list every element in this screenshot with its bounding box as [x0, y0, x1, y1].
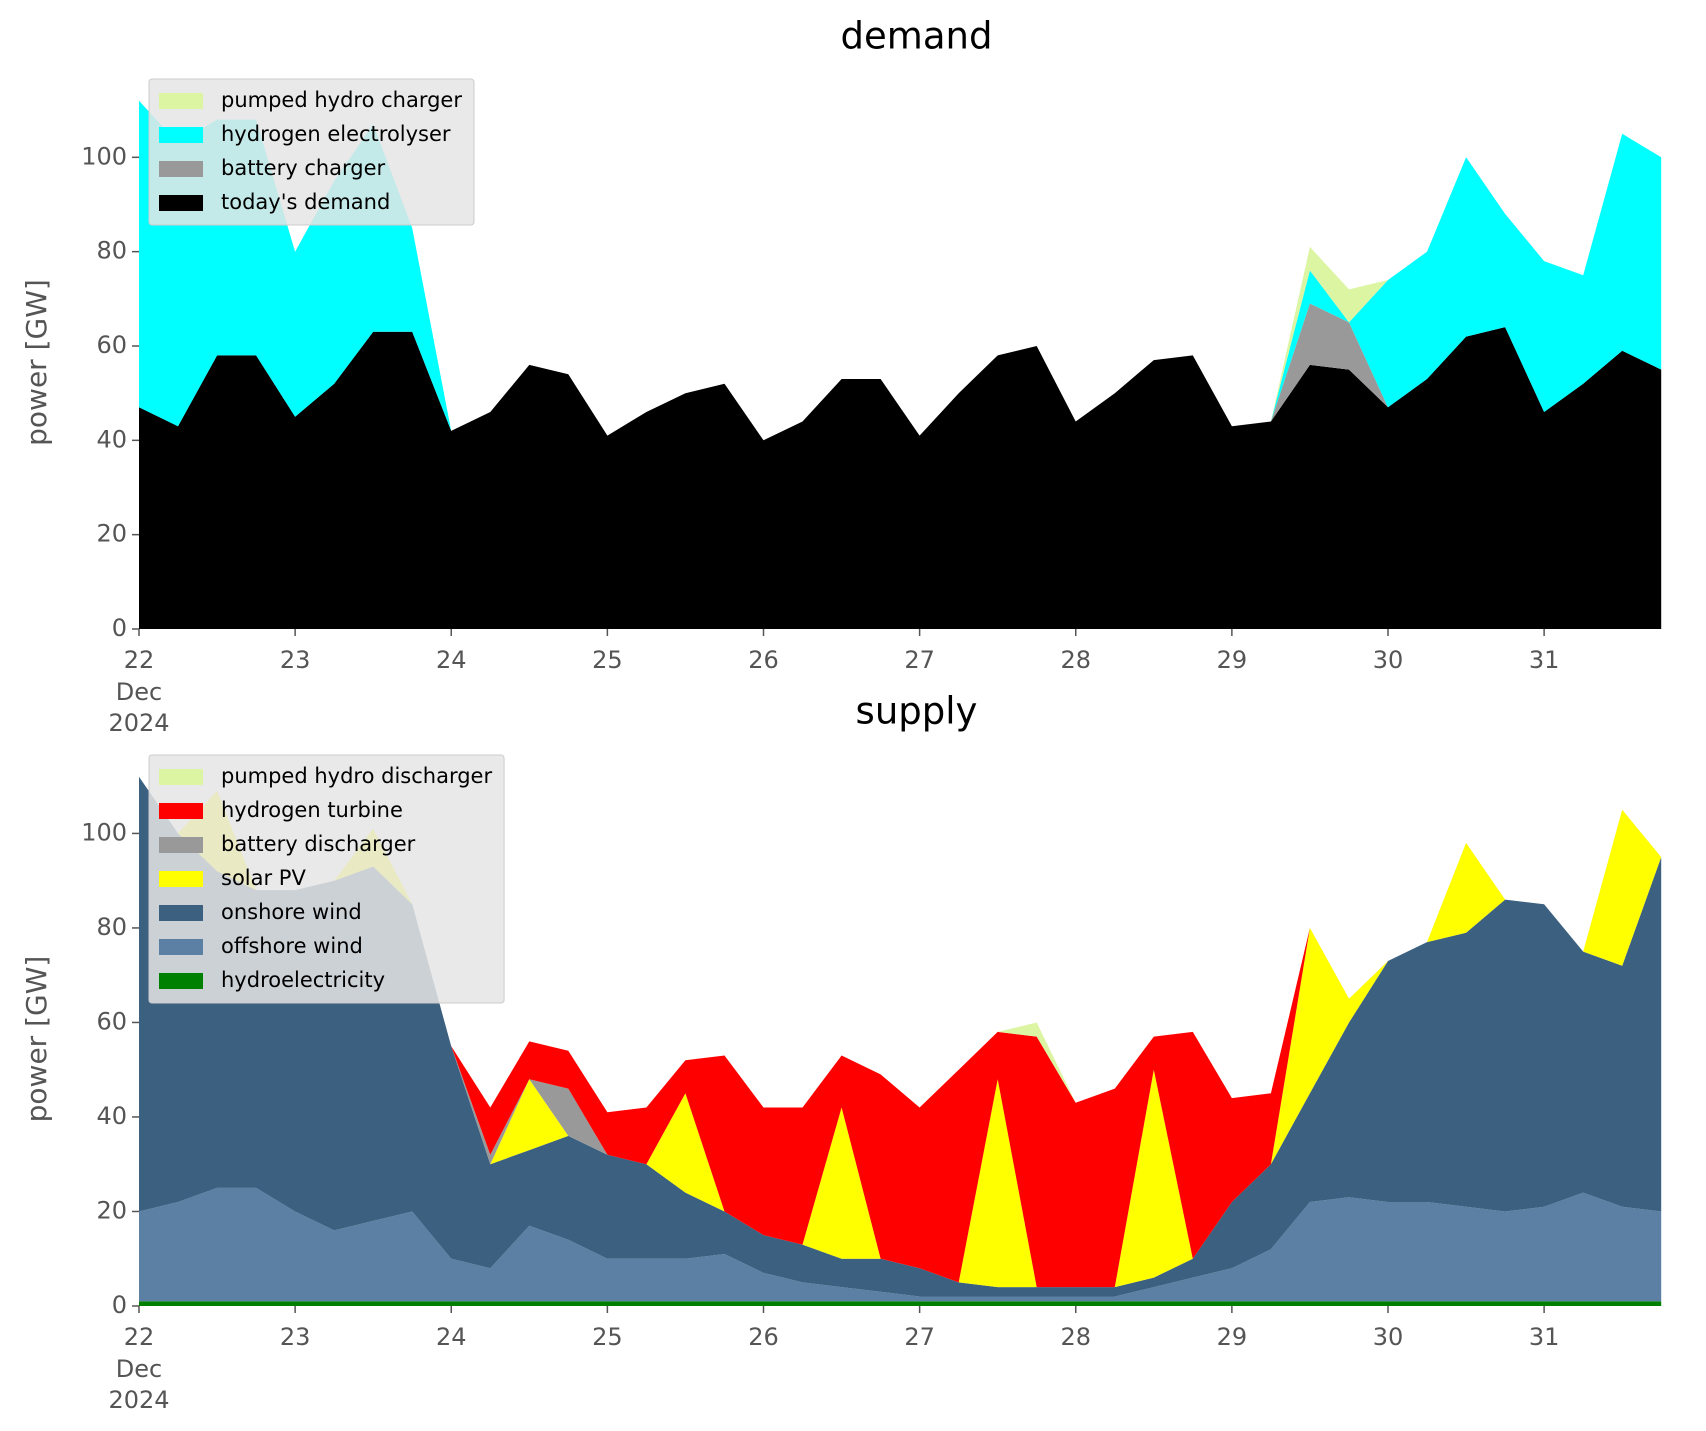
- legend: pumped hydro charger hydrogen electrolyse…: [148, 78, 475, 226]
- y-tick-label: 60: [96, 1007, 127, 1035]
- x-tick-label: 31: [1529, 1323, 1560, 1351]
- x-sublabel: 2024: [108, 709, 169, 737]
- y-tick-label: 80: [96, 237, 127, 265]
- x-tick-label: 30: [1373, 1323, 1404, 1351]
- area: [139, 1301, 1662, 1306]
- x-tick-label: 30: [1373, 646, 1404, 674]
- legend-swatch: [159, 871, 203, 887]
- y-tick-label: 40: [96, 1102, 127, 1130]
- x-tick-label: 24: [436, 646, 467, 674]
- y-tick-label: 100: [81, 818, 127, 846]
- y-tick-label: 0: [112, 1291, 127, 1319]
- x-tick-label: 27: [904, 1323, 935, 1351]
- x-tick-label: 26: [748, 1323, 779, 1351]
- chart-title: supply: [856, 690, 978, 733]
- y-axis-label: power [GW]: [20, 956, 53, 1123]
- legend-label: onshore wind: [221, 900, 362, 924]
- chart-title: demand: [841, 15, 993, 58]
- legend-box: [148, 754, 505, 1004]
- x-tick-label: 23: [280, 1323, 311, 1351]
- legend-label: pumped hydro discharger: [221, 764, 492, 788]
- y-tick-label: 80: [96, 913, 127, 941]
- x-tick-label: 22: [124, 1323, 155, 1351]
- legend-swatch: [159, 769, 203, 785]
- legend-label: today's demand: [221, 190, 390, 214]
- legend-swatch: [159, 127, 203, 143]
- legend-swatch: [159, 195, 203, 211]
- legend-swatch: [159, 905, 203, 921]
- area: [139, 327, 1662, 629]
- legend-label: battery charger: [221, 156, 386, 180]
- legend: pumped hydro discharger hydrogen turbine b…: [148, 754, 505, 1004]
- x-tick-label: 23: [280, 646, 311, 674]
- x-tick-label: 28: [1060, 1323, 1091, 1351]
- legend-swatch: [159, 837, 203, 853]
- legend-label: hydrogen electrolyser: [221, 122, 451, 146]
- legend-swatch: [159, 973, 203, 989]
- x-tick-label: 25: [592, 646, 623, 674]
- legend-label: hydrogen turbine: [221, 798, 403, 822]
- area: [139, 776, 1662, 1297]
- legend-swatch: [159, 939, 203, 955]
- x-tick-label: 24: [436, 1323, 467, 1351]
- x-tick-label: 27: [904, 646, 935, 674]
- legend-swatch: [159, 161, 203, 177]
- y-tick-label: 20: [96, 1196, 127, 1224]
- y-tick-label: 0: [112, 614, 127, 642]
- legend-label: battery discharger: [221, 832, 416, 856]
- x-sublabel: Dec: [116, 1355, 162, 1383]
- legend-label: offshore wind: [221, 934, 363, 958]
- legend-label: hydroelectricity: [221, 968, 385, 992]
- x-tick-label: 29: [1217, 1323, 1248, 1351]
- legend-swatch: [159, 803, 203, 819]
- legend-swatch: [159, 93, 203, 109]
- x-tick-label: 25: [592, 1323, 623, 1351]
- y-axis-label: power [GW]: [20, 279, 53, 446]
- x-tick-label: 29: [1217, 646, 1248, 674]
- x-tick-label: 26: [748, 646, 779, 674]
- x-tick-label: 22: [124, 646, 155, 674]
- legend-label: pumped hydro charger: [221, 88, 462, 112]
- y-tick-label: 60: [96, 331, 127, 359]
- x-tick-label: 28: [1060, 646, 1091, 674]
- area: [139, 776, 1662, 1288]
- area: [139, 303, 1662, 441]
- x-sublabel: Dec: [116, 678, 162, 706]
- area: [139, 100, 1662, 441]
- x-sublabel: 2024: [108, 1386, 169, 1414]
- y-tick-label: 40: [96, 425, 127, 453]
- x-tick-label: 31: [1529, 646, 1560, 674]
- legend-label: solar PV: [221, 866, 306, 890]
- y-tick-label: 100: [81, 142, 127, 170]
- y-tick-label: 20: [96, 520, 127, 548]
- legend-box: [148, 78, 475, 226]
- area: [139, 1187, 1662, 1302]
